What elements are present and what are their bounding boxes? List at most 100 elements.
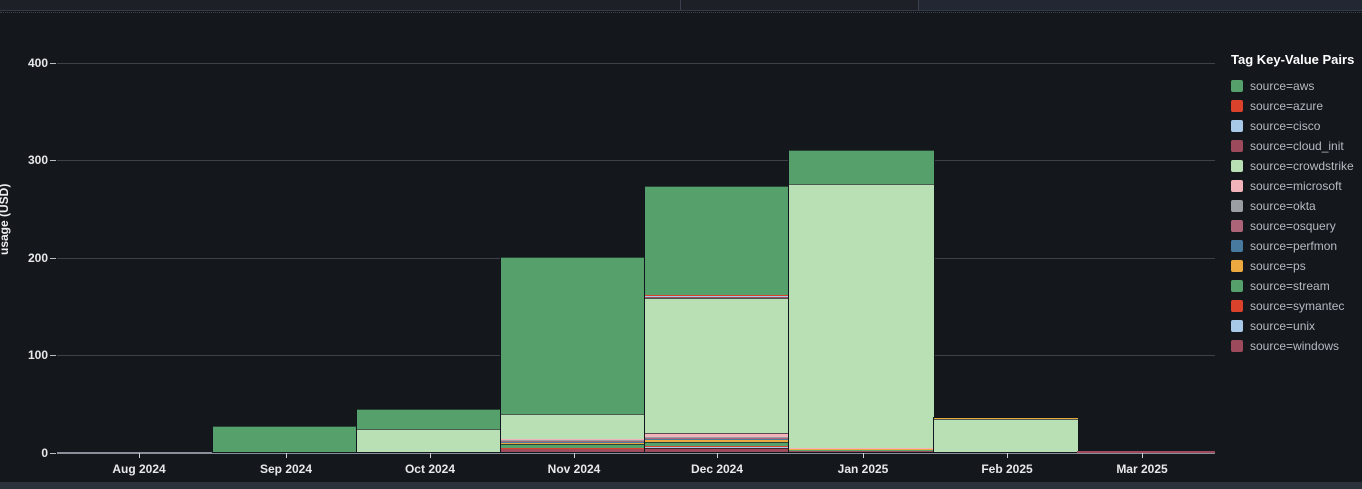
legend-swatch-icon (1231, 280, 1243, 292)
bar-segment-aws[interactable] (501, 256, 645, 414)
legend-swatch-icon (1231, 300, 1243, 312)
bar-segment-okta[interactable] (645, 436, 789, 438)
y-tick-mark (50, 63, 56, 64)
bar-segment-azure[interactable] (645, 294, 789, 296)
legend-item-symantec[interactable]: source=symantec (1231, 296, 1359, 316)
bar-segment-ps[interactable] (645, 439, 789, 442)
legend-item-ps[interactable]: source=ps (1231, 256, 1359, 276)
legend-item-label: source=cisco (1250, 119, 1321, 133)
x-tick-mark (1142, 453, 1143, 458)
legend-item-cloud_init[interactable]: source=cloud_init (1231, 136, 1359, 156)
bar-segment-aws[interactable] (213, 426, 357, 452)
x-tick-label: Jan 2025 (837, 462, 889, 476)
bar-segment-aws[interactable] (357, 408, 501, 429)
legend-item-stream[interactable]: source=stream (1231, 276, 1359, 296)
legend-title: Tag Key-Value Pairs (1231, 52, 1355, 67)
legend-item-azure[interactable]: source=azure (1231, 96, 1359, 116)
legend-swatch-icon (1231, 260, 1243, 272)
bar-segment-crowdstrike[interactable] (357, 428, 501, 452)
legend-swatch-icon (1231, 200, 1243, 212)
x-tick-label: Feb 2025 (981, 462, 1033, 476)
y-gridline (57, 160, 1215, 162)
bar-segment-stream[interactable] (789, 449, 934, 451)
legend-item-unix[interactable]: source=unix (1231, 316, 1359, 336)
bar-segment-microsoft[interactable] (501, 438, 645, 440)
bar-segment-microsoft[interactable] (645, 432, 789, 437)
bar-segment-windows[interactable] (789, 450, 934, 452)
x-tick-mark (863, 453, 864, 458)
legend-item-label: source=unix (1250, 319, 1316, 333)
legend-item-okta[interactable]: source=okta (1231, 196, 1359, 216)
bar-segment-symantec[interactable] (645, 446, 789, 448)
bar-segment-okta[interactable] (501, 439, 645, 441)
legend-item-label: source=azure (1250, 99, 1324, 113)
bar-segment-perfmon[interactable] (501, 441, 645, 443)
x-axis-line (57, 451, 1215, 454)
bar-segment-ps[interactable] (789, 448, 934, 450)
bar-oct-2024 (356, 407, 502, 453)
legend-item-label: source=symantec (1250, 299, 1345, 313)
bar-segment-windows[interactable] (1077, 451, 1215, 453)
bar-sep-2024 (212, 425, 358, 453)
x-tick-label: Sep 2024 (259, 462, 313, 476)
bar-segment-aws[interactable] (645, 185, 789, 295)
y-gridline (57, 63, 1215, 64)
bar-segment-osquery[interactable] (501, 440, 645, 442)
bar-segment-aws[interactable] (789, 149, 934, 184)
x-tick-mark (1007, 453, 1008, 458)
legend-swatch-icon (1231, 100, 1243, 112)
legend-item-perfmon[interactable]: source=perfmon (1231, 236, 1359, 256)
legend-item-windows[interactable]: source=windows (1231, 336, 1359, 356)
bar-segment-symantec[interactable] (501, 447, 645, 449)
bar-segment-ps[interactable] (934, 418, 1078, 420)
bar-segment-cisco[interactable] (645, 295, 789, 297)
bar-segment-cloud_init[interactable] (645, 296, 789, 298)
bar-segment-crowdstrike[interactable] (789, 183, 934, 448)
x-tick-label: Oct 2024 (404, 462, 456, 476)
top-chrome-tab[interactable] (918, 0, 1362, 10)
legend-items: source=aws source=azure source=cisco source… (1231, 76, 1359, 356)
legend-swatch-icon (1231, 240, 1243, 252)
y-axis-title: usage (USD) (0, 183, 11, 255)
bar-mar-2025 (1077, 451, 1215, 453)
bar-segment-crowdstrike[interactable] (501, 413, 645, 439)
x-tick-mark (717, 453, 718, 458)
x-tick-label: Nov 2024 (547, 462, 601, 476)
legend-swatch-icon (1231, 340, 1243, 352)
top-chrome-dotted-divider (0, 12, 1362, 13)
bar-segment-crowdstrike[interactable] (934, 419, 1078, 452)
x-tick-label: Aug 2024 (112, 462, 166, 476)
legend-swatch-icon (1231, 320, 1243, 332)
bar-jan-2025 (788, 148, 935, 453)
legend-item-label: source=crowdstrike (1250, 159, 1354, 173)
x-tick-label: Dec 2024 (690, 462, 744, 476)
legend-item-aws[interactable]: source=aws (1231, 76, 1359, 96)
legend-item-label: source=okta (1250, 199, 1316, 213)
y-tick-label: 200 (27, 250, 48, 265)
y-tick-mark (50, 355, 56, 357)
bar-segment-crowdstrike[interactable] (645, 297, 789, 433)
bar-segment-stream[interactable] (645, 441, 789, 447)
bar-segment-perfmon[interactable] (645, 438, 789, 440)
legend-item-microsoft[interactable]: source=microsoft (1231, 176, 1359, 196)
bar-segment-unix[interactable] (645, 447, 789, 449)
legend-swatch-icon (1231, 220, 1243, 232)
x-tick-mark (574, 453, 575, 458)
x-tick-mark (430, 453, 431, 458)
chart-legend: Tag Key-Value Pairs source=aws source=azu… (1231, 52, 1359, 356)
bar-segment-stream[interactable] (501, 444, 645, 448)
bar-segment-ps[interactable] (501, 442, 645, 445)
bar-segment-windows[interactable] (645, 448, 789, 452)
bar-segment-osquery[interactable] (645, 437, 789, 439)
legend-item-osquery[interactable]: source=osquery (1231, 216, 1359, 236)
bar-segment-windows[interactable] (501, 448, 645, 452)
y-tick-mark (50, 257, 56, 259)
legend-item-cisco[interactable]: source=cisco (1231, 116, 1359, 136)
legend-item-crowdstrike[interactable]: source=crowdstrike (1231, 156, 1359, 176)
x-tick-mark (286, 453, 287, 458)
bar-segment-microsoft[interactable] (789, 447, 934, 449)
bar-dec-2024 (644, 184, 790, 453)
legend-item-label: source=windows (1250, 339, 1340, 353)
y-tick-mark (50, 160, 56, 162)
